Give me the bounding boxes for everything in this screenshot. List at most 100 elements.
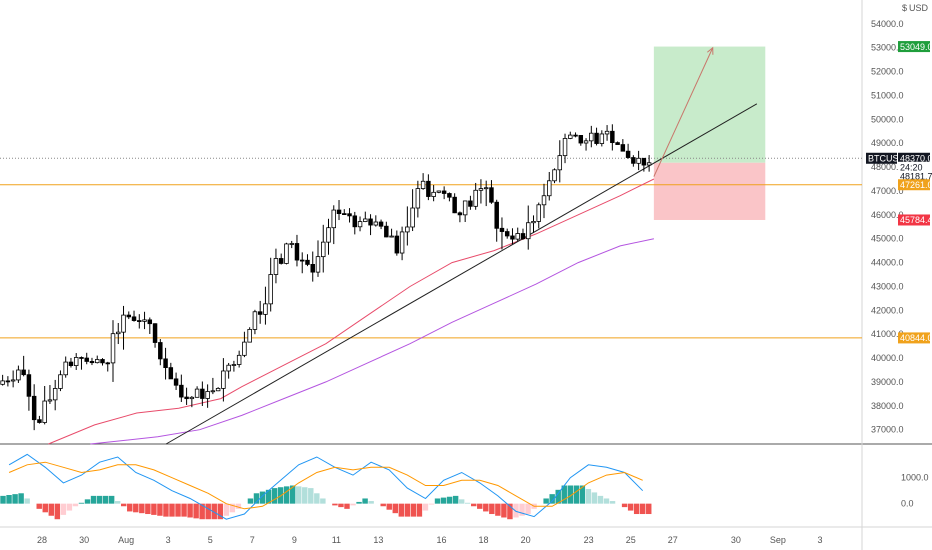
macd-histogram-bar bbox=[181, 503, 187, 517]
macd-histogram-bar bbox=[513, 503, 519, 518]
macd-histogram-bar bbox=[102, 495, 109, 504]
horizontal-levels bbox=[0, 157, 862, 339]
candle bbox=[441, 190, 447, 194]
macd-histogram-bar bbox=[477, 503, 483, 509]
macd-histogram-bar bbox=[96, 495, 103, 504]
candle bbox=[63, 361, 68, 376]
time-axis[interactable]: 28 30 Aug 3 5 7 9 11 13 16 18 20 23 25 27 30 Sep 3 bbox=[37, 535, 822, 545]
support-tag: 40844.0 bbox=[898, 332, 932, 344]
projection-arrow[interactable] bbox=[653, 46, 714, 177]
candle bbox=[68, 361, 74, 366]
candle bbox=[226, 364, 231, 372]
candle bbox=[547, 180, 552, 197]
candle bbox=[415, 188, 421, 209]
candle bbox=[257, 311, 263, 315]
tag-label: 48370.0 bbox=[900, 153, 932, 163]
symbol-tag: BTCUSD bbox=[866, 152, 906, 164]
candle bbox=[121, 314, 126, 333]
candle bbox=[420, 180, 426, 189]
macd-histogram-bar bbox=[416, 503, 423, 517]
candle bbox=[158, 342, 163, 360]
candle bbox=[289, 243, 294, 245]
trendline-drawing[interactable] bbox=[165, 103, 758, 445]
tag-background bbox=[898, 41, 930, 53]
candle bbox=[231, 364, 237, 366]
candle bbox=[73, 357, 79, 366]
macd-histogram-bar bbox=[501, 503, 507, 518]
price-tick-label: 38000.0 bbox=[871, 401, 904, 411]
macd-histogram-bar bbox=[157, 503, 163, 516]
time-tick-label: 5 bbox=[208, 535, 213, 545]
macd-histogram-bar bbox=[646, 503, 652, 515]
candle bbox=[100, 359, 105, 364]
candle bbox=[352, 215, 358, 228]
candle bbox=[452, 196, 457, 214]
price-tick-label: 53000.0 bbox=[871, 43, 904, 53]
macd-histogram-bar bbox=[567, 485, 574, 504]
macd-histogram-bar bbox=[163, 503, 169, 517]
candle bbox=[89, 361, 95, 364]
countdown-tag: 24:20 bbox=[898, 161, 930, 173]
candle bbox=[236, 354, 242, 365]
candle bbox=[126, 314, 132, 318]
macd-histogram-bar bbox=[579, 485, 586, 504]
tag-label: BTCUSD bbox=[868, 153, 906, 163]
candle bbox=[494, 201, 499, 229]
candle bbox=[489, 187, 494, 203]
macd-line bbox=[8, 453, 644, 520]
macd-tick-label: 1000.0 bbox=[901, 473, 929, 483]
candle bbox=[147, 319, 153, 325]
candle bbox=[5, 380, 11, 383]
candle bbox=[394, 235, 400, 254]
macd-histogram-bar bbox=[308, 488, 314, 504]
tag-background bbox=[898, 152, 930, 164]
candle bbox=[410, 207, 415, 228]
macd-histogram-bar bbox=[12, 494, 18, 504]
macd-histogram-bar bbox=[555, 489, 561, 504]
macd-histogram-bar bbox=[302, 487, 308, 504]
tag-label: 48181.7 bbox=[900, 171, 932, 181]
candle bbox=[200, 388, 205, 399]
candle bbox=[431, 191, 436, 197]
tag-label: 53049.0 bbox=[900, 42, 932, 52]
long-position-tool[interactable] bbox=[653, 46, 766, 220]
macd-histogram-bar bbox=[193, 503, 199, 519]
candle bbox=[326, 227, 331, 243]
time-tick-label: 13 bbox=[373, 535, 383, 545]
macd-histogram-bar bbox=[350, 503, 356, 506]
macd-histogram-bar bbox=[452, 495, 459, 504]
macd-histogram-bar bbox=[464, 502, 471, 504]
macd-histogram-bar bbox=[235, 503, 242, 509]
candle bbox=[504, 231, 510, 237]
candle bbox=[79, 357, 84, 359]
tag-label: 24:20 bbox=[900, 162, 923, 172]
macd-histogram-bar bbox=[380, 503, 386, 507]
tag-background bbox=[898, 332, 930, 344]
resistance-tag: 47261.0 bbox=[898, 179, 932, 191]
macd-histogram-bar bbox=[603, 498, 610, 504]
candle bbox=[247, 329, 252, 343]
scale-menu-label[interactable]: $ bbox=[902, 3, 907, 13]
ema-red-line bbox=[48, 178, 655, 445]
tag-label: 40844.0 bbox=[900, 333, 932, 343]
candles bbox=[0, 124, 652, 431]
tag-label: 47261.0 bbox=[900, 180, 932, 190]
ascending-trendline bbox=[165, 103, 758, 445]
candle bbox=[357, 221, 363, 228]
candle bbox=[373, 221, 379, 226]
candle bbox=[263, 303, 268, 315]
time-tick-label: 7 bbox=[250, 535, 255, 545]
macd-histogram-bar bbox=[108, 495, 115, 504]
macd-histogram-bar bbox=[621, 503, 628, 508]
price-axis[interactable]: 54000.0 53000.0 52000.0 51000.0 50000.0 49000… bbox=[871, 19, 904, 435]
macd-histogram-bar bbox=[133, 503, 139, 513]
time-tick-label: 30 bbox=[79, 535, 89, 545]
macd-histogram-bar bbox=[18, 493, 24, 504]
candle bbox=[284, 243, 289, 264]
loss-zone bbox=[653, 162, 766, 220]
candle bbox=[331, 209, 337, 229]
candle bbox=[641, 157, 647, 166]
price-tick-label: 40000.0 bbox=[871, 353, 904, 363]
candle bbox=[568, 134, 573, 139]
